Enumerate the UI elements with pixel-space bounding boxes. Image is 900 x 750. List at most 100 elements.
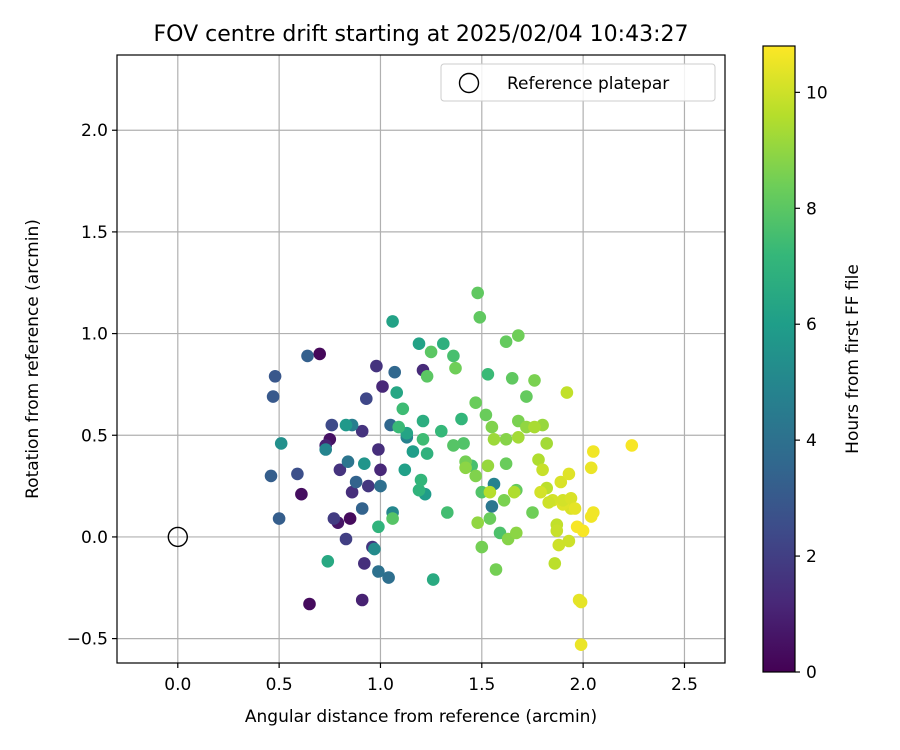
data-point [560, 386, 574, 399]
data-point [540, 437, 553, 450]
x-axis-label: Angular distance from reference (arcmin) [245, 707, 597, 727]
data-point [349, 475, 363, 489]
reference-platepar-marker [167, 526, 189, 548]
legend: Reference platepar [440, 63, 716, 102]
data-point [554, 475, 568, 489]
data-point [574, 638, 588, 651]
data-point [343, 512, 357, 525]
x-tick-label: 1.5 [468, 675, 495, 695]
data-point [358, 557, 371, 570]
colorbar-tick-label: 10 [806, 83, 828, 103]
data-point [420, 370, 434, 383]
grid [117, 55, 725, 663]
data-point [392, 420, 406, 434]
data-point [398, 463, 412, 477]
colorbar-tick-label: 2 [806, 547, 817, 567]
data-point [355, 502, 369, 515]
x-axis-ticks: 0.0 0.5 1.0 1.5 2.0 2.5 [164, 663, 698, 695]
data-point [449, 361, 462, 375]
data-point [426, 573, 440, 586]
data-point [327, 512, 341, 525]
data-point [625, 439, 639, 452]
data-point [479, 408, 493, 422]
data-point [374, 463, 387, 477]
data-point [319, 443, 333, 456]
data-point [414, 473, 428, 487]
data-point [568, 502, 582, 515]
colorbar [762, 45, 796, 673]
plot-frame [116, 54, 726, 664]
data-point [584, 461, 598, 475]
data-point [485, 420, 499, 434]
colorbar-ticks: 0 2 4 6 8 10 [795, 83, 828, 683]
data-point [341, 455, 355, 469]
data-point [368, 542, 381, 556]
data-point [406, 445, 420, 458]
legend-marker-ref-circle [458, 72, 480, 94]
data-point [321, 555, 335, 568]
data-point [435, 424, 448, 438]
data-point [455, 412, 468, 426]
data-point [505, 372, 519, 385]
data-point [483, 485, 497, 499]
data-point [386, 512, 399, 525]
data-point [570, 520, 584, 534]
x-tick-label: 0.5 [266, 675, 293, 695]
y-tick-label: 2.0 [81, 121, 108, 141]
data-point [447, 439, 460, 452]
data-point [475, 540, 489, 554]
data-point [520, 390, 533, 403]
data-point [266, 390, 280, 403]
data-point [564, 492, 578, 505]
colorbar-tick-label: 8 [806, 199, 817, 219]
data-point [303, 597, 316, 611]
data-point [372, 520, 385, 534]
colorbar-tick-label: 4 [806, 431, 817, 451]
y-tick-label: 0.5 [81, 426, 108, 446]
y-tick-label: 1.5 [81, 223, 108, 243]
legend-label: Reference platepar [507, 74, 669, 94]
data-point [313, 347, 327, 361]
y-axis-ticks: −0.5 0.0 0.5 1.0 1.5 2.0 [67, 121, 117, 650]
x-tick-label: 1.0 [367, 675, 394, 695]
data-point [481, 368, 495, 381]
data-point [584, 510, 598, 523]
data-point [562, 467, 576, 481]
data-point [536, 463, 549, 477]
x-tick-label: 2.5 [671, 675, 698, 695]
data-point [420, 447, 434, 460]
legend-box [440, 63, 716, 102]
data-point [268, 370, 282, 383]
data-point [526, 506, 539, 519]
data-point [548, 557, 562, 570]
data-point [534, 485, 547, 499]
x-tick-label: 2.0 [570, 675, 597, 695]
data-point [574, 595, 588, 609]
data-point [587, 445, 600, 458]
data-point [542, 496, 555, 509]
y-axis-label: Rotation from reference (arcmin) [23, 219, 43, 499]
data-point [362, 479, 375, 493]
data-point [481, 459, 495, 473]
data-point [473, 311, 487, 324]
x-tick-label: 0.0 [164, 675, 191, 695]
data-point [437, 337, 450, 351]
data-point [376, 380, 389, 393]
data-point [447, 349, 460, 363]
data-point [295, 487, 308, 501]
data-point [499, 457, 513, 471]
data-point [483, 512, 497, 525]
data-point [552, 538, 566, 552]
data-point [358, 457, 371, 471]
data-point [291, 467, 304, 481]
data-point [333, 463, 347, 477]
data-point [489, 563, 503, 576]
colorbar-tick-label: 6 [806, 315, 817, 335]
data-point [441, 506, 454, 519]
data-point [499, 335, 513, 349]
data-point [485, 500, 499, 513]
data-point [412, 337, 426, 351]
data-point [372, 565, 385, 578]
